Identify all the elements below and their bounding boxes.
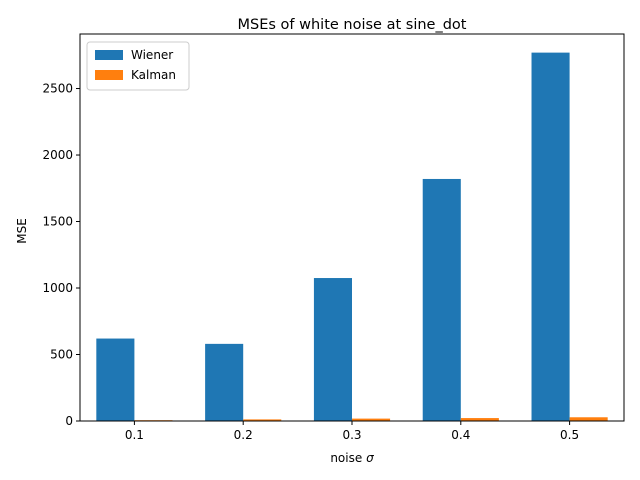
bar-wiener-0.1 [96, 339, 134, 421]
legend-swatch-wiener [95, 50, 123, 60]
x-tick-label: 0.3 [342, 428, 361, 442]
legend: Wiener Kalman [87, 42, 189, 90]
bar-wiener-0.5 [532, 53, 570, 421]
y-tick-label: 1500 [42, 215, 73, 229]
x-axis-title: noise σ [330, 451, 374, 465]
y-tick-label: 0 [65, 414, 73, 428]
y-tick-label: 2500 [42, 82, 73, 96]
y-axis-ticks: 0 500 1000 1500 2000 2500 [42, 82, 80, 428]
legend-swatch-kalman [95, 70, 123, 80]
y-tick-label: 2000 [42, 148, 73, 162]
bar-wiener-0.4 [423, 179, 461, 421]
chart-title: MSEs of white noise at sine_dot [238, 17, 467, 33]
bar-wiener-0.2 [205, 344, 243, 421]
y-tick-label: 500 [50, 348, 73, 362]
x-tick-label: 0.4 [451, 428, 470, 442]
legend-label-kalman: Kalman [131, 68, 176, 82]
legend-label-wiener: Wiener [131, 48, 173, 62]
x-axis-ticks: 0.1 0.2 0.3 0.4 0.5 [125, 421, 579, 442]
y-axis-title: MSE [15, 218, 29, 244]
x-tick-label: 0.5 [560, 428, 579, 442]
bar-wiener-0.3 [314, 278, 352, 421]
bar-kalman-0.5 [570, 417, 608, 421]
x-tick-label: 0.2 [234, 428, 253, 442]
bars-layer [96, 53, 607, 421]
x-tick-label: 0.1 [125, 428, 144, 442]
y-tick-label: 1000 [42, 281, 73, 295]
